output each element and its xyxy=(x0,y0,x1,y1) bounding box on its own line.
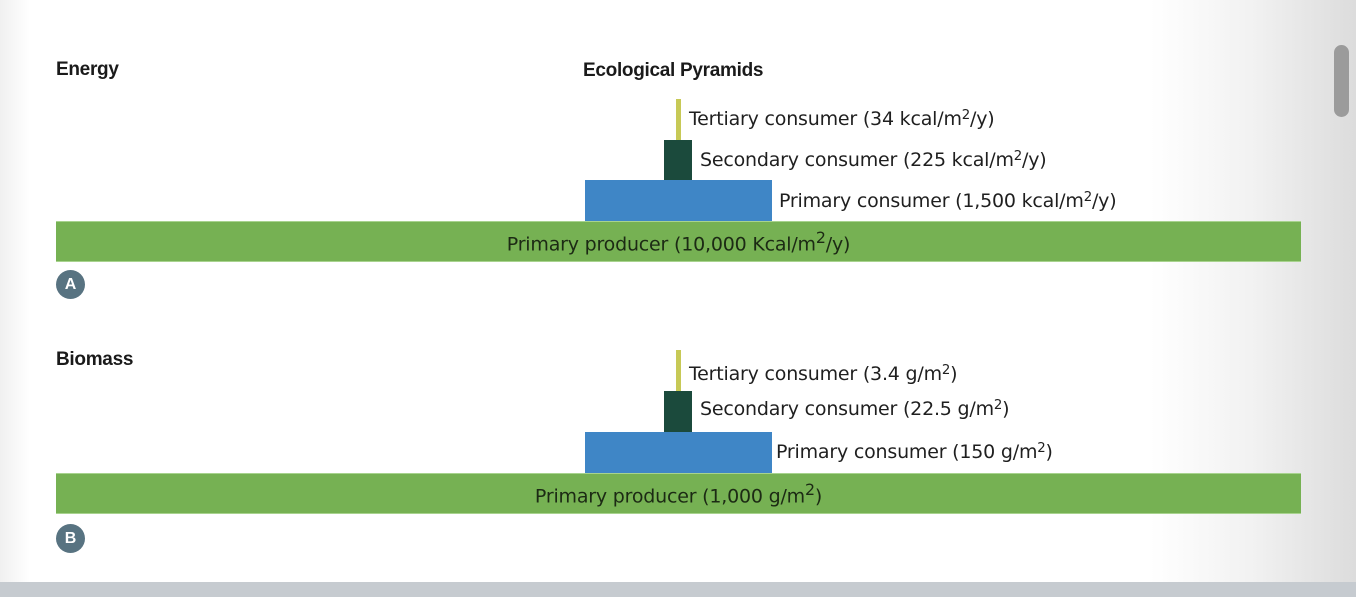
secondary-consumer-bar xyxy=(664,140,692,180)
primary-producer-label: Primary producer (1,000 g/m2) xyxy=(534,479,823,508)
vertical-scrollbar-thumb[interactable] xyxy=(1334,45,1349,117)
secondary-consumer-label: Secondary consumer (22.5 g/m2) xyxy=(700,398,1010,420)
panel-badge-b: B xyxy=(56,524,85,553)
panel-heading: Biomass xyxy=(56,349,134,370)
page: Ecological Pyramids Energy Tertiary cons… xyxy=(56,59,1301,553)
tertiary-consumer-label: Tertiary consumer (34 kcal/m2/y) xyxy=(689,108,995,130)
primary-producer-bar: Primary producer (1,000 g/m2) xyxy=(56,473,1301,514)
bottom-toolbar-strip xyxy=(0,582,1356,597)
primary-consumer-label: Primary consumer (150 g/m2) xyxy=(776,441,1053,463)
primary-consumer-bar xyxy=(585,432,772,473)
panel-badge-a: A xyxy=(56,270,85,299)
panel-heading: Energy xyxy=(56,59,119,80)
primary-producer-label: Primary producer (10,000 Kcal/m2/y) xyxy=(506,227,851,256)
secondary-consumer-label: Secondary consumer (225 kcal/m2/y) xyxy=(700,149,1047,171)
primary-consumer-bar xyxy=(585,180,772,221)
secondary-consumer-bar xyxy=(664,391,692,432)
tertiary-consumer-bar xyxy=(676,350,681,391)
primary-consumer-label: Primary consumer (1,500 kcal/m2/y) xyxy=(779,190,1117,212)
diagram-title: Ecological Pyramids xyxy=(583,60,764,81)
tertiary-consumer-bar xyxy=(676,99,681,140)
tertiary-consumer-label: Tertiary consumer (3.4 g/m2) xyxy=(689,363,958,385)
primary-producer-bar: Primary producer (10,000 Kcal/m2/y) xyxy=(56,221,1301,262)
